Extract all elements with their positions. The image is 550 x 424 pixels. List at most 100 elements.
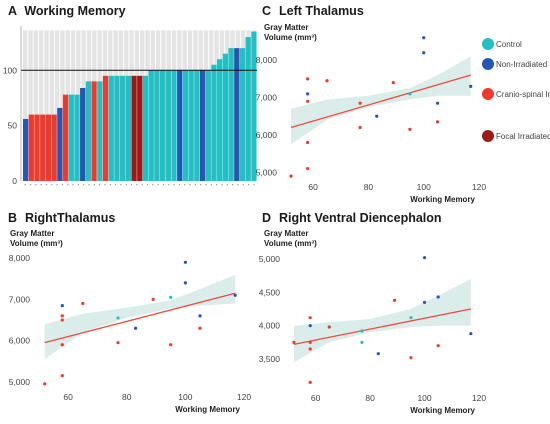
data-point [60, 314, 64, 318]
data-point [308, 324, 312, 328]
bar [91, 81, 97, 181]
panel-b-ylabel-line2: Volume (mm³) [10, 239, 63, 248]
data-point [308, 380, 312, 384]
x-tick-mark [99, 184, 101, 186]
data-point [358, 125, 362, 130]
bar [68, 94, 74, 181]
bar [199, 70, 206, 181]
x-tick-mark [205, 184, 207, 186]
x-tick-label: 120 [472, 393, 486, 403]
data-point [43, 382, 47, 386]
data-point [325, 79, 329, 83]
legend-label-focal: Focal Irradiated Survivor [496, 132, 550, 141]
panel-d-ylabel-line2: Volume (mm³) [264, 239, 317, 248]
bar [114, 75, 120, 181]
confidence-band [44, 274, 236, 360]
data-point [376, 352, 380, 356]
data-point [436, 344, 440, 348]
y-tick-label: 8,000 [9, 253, 31, 263]
panel-a-letter: A [8, 4, 17, 18]
bar [234, 48, 240, 182]
legend: Control Non-Irradiated Survivor Cranio-s… [482, 38, 550, 142]
confidence-band [293, 279, 471, 363]
bar [205, 70, 211, 181]
bar [165, 70, 171, 181]
x-tick-mark [184, 184, 186, 186]
x-tick-label: 80 [122, 392, 132, 402]
x-tick-label: 80 [364, 182, 374, 192]
confidence-band [291, 56, 471, 145]
data-point [360, 329, 364, 333]
x-tick-mark [40, 184, 42, 186]
bar [80, 88, 86, 181]
data-point [60, 318, 64, 322]
data-point [435, 120, 440, 124]
background-bar [214, 30, 219, 181]
data-point [306, 77, 310, 81]
bar [177, 70, 183, 181]
background-bar [209, 30, 214, 181]
bar [40, 114, 46, 181]
panel-b-right-thalamus: B RightThalamus Gray Matter Volume (mm³) … [8, 211, 251, 414]
x-tick-label: 80 [365, 393, 375, 403]
x-tick-mark [178, 184, 181, 186]
x-tick-mark [253, 184, 255, 186]
y-tick-label: 100 [3, 65, 17, 75]
x-tick-mark [35, 184, 37, 186]
x-tick-mark [232, 184, 234, 186]
x-tick-mark [120, 184, 122, 186]
panel-d-letter: D [262, 211, 271, 225]
data-point [409, 316, 413, 320]
x-tick-label: 120 [472, 182, 486, 192]
data-point [183, 281, 187, 285]
panel-b-ylabel-line1: Gray Matter [10, 229, 54, 238]
data-point [435, 101, 440, 105]
panel-d-plot: 3,500 4,000 4,500 5,000 60 80 100 120 Working Me… [259, 254, 487, 415]
y-tick-label: 4,500 [259, 287, 281, 297]
x-tick-mark [152, 184, 154, 186]
data-point [360, 340, 364, 344]
x-tick-mark [141, 184, 143, 186]
x-tick-mark [51, 184, 53, 186]
x-tick-mark [221, 184, 223, 186]
fit-line [44, 292, 236, 344]
panel-c-left-thalamus: C Left Thalamus Gray Matter Volume (mm³) … [256, 4, 487, 204]
data-point [306, 92, 310, 96]
data-point [116, 316, 120, 320]
panel-b-title-text: RightThalamus [25, 211, 115, 225]
data-point [469, 84, 473, 88]
x-tick-mark [146, 184, 149, 186]
bar [120, 75, 126, 181]
x-tick-label: 100 [417, 393, 431, 403]
panel-d-title: D Right Ventral Diencephalon [262, 211, 442, 225]
bar [34, 114, 40, 181]
data-point [198, 326, 202, 330]
legend-swatch-cranio-spinal [482, 88, 494, 100]
bar [102, 75, 109, 181]
bar [148, 70, 154, 181]
background-bar [28, 30, 33, 181]
background-bar [54, 30, 60, 181]
x-tick-mark [77, 184, 79, 186]
x-tick-mark [61, 184, 64, 186]
y-tick-label: 6,000 [256, 130, 278, 140]
panel-a-bars: 0 50 100 [3, 26, 257, 186]
x-tick-mark [168, 184, 170, 186]
bar [182, 70, 189, 181]
x-tick-mark [189, 184, 191, 186]
x-tick-mark [115, 184, 117, 186]
bar [137, 75, 143, 181]
fit-line [293, 308, 471, 345]
data-point [116, 341, 120, 345]
x-tick-label: 100 [417, 182, 431, 192]
x-axis-label: Working Memory [175, 405, 240, 414]
y-tick-label: 3,500 [259, 354, 281, 364]
data-point [306, 99, 310, 103]
data-point [133, 326, 138, 330]
bar [211, 64, 217, 181]
x-tick-mark [67, 184, 69, 186]
bar [85, 81, 92, 181]
x-tick-label: 100 [178, 392, 192, 402]
panel-b-title: B RightThalamus [8, 211, 115, 225]
data-point [308, 316, 312, 320]
